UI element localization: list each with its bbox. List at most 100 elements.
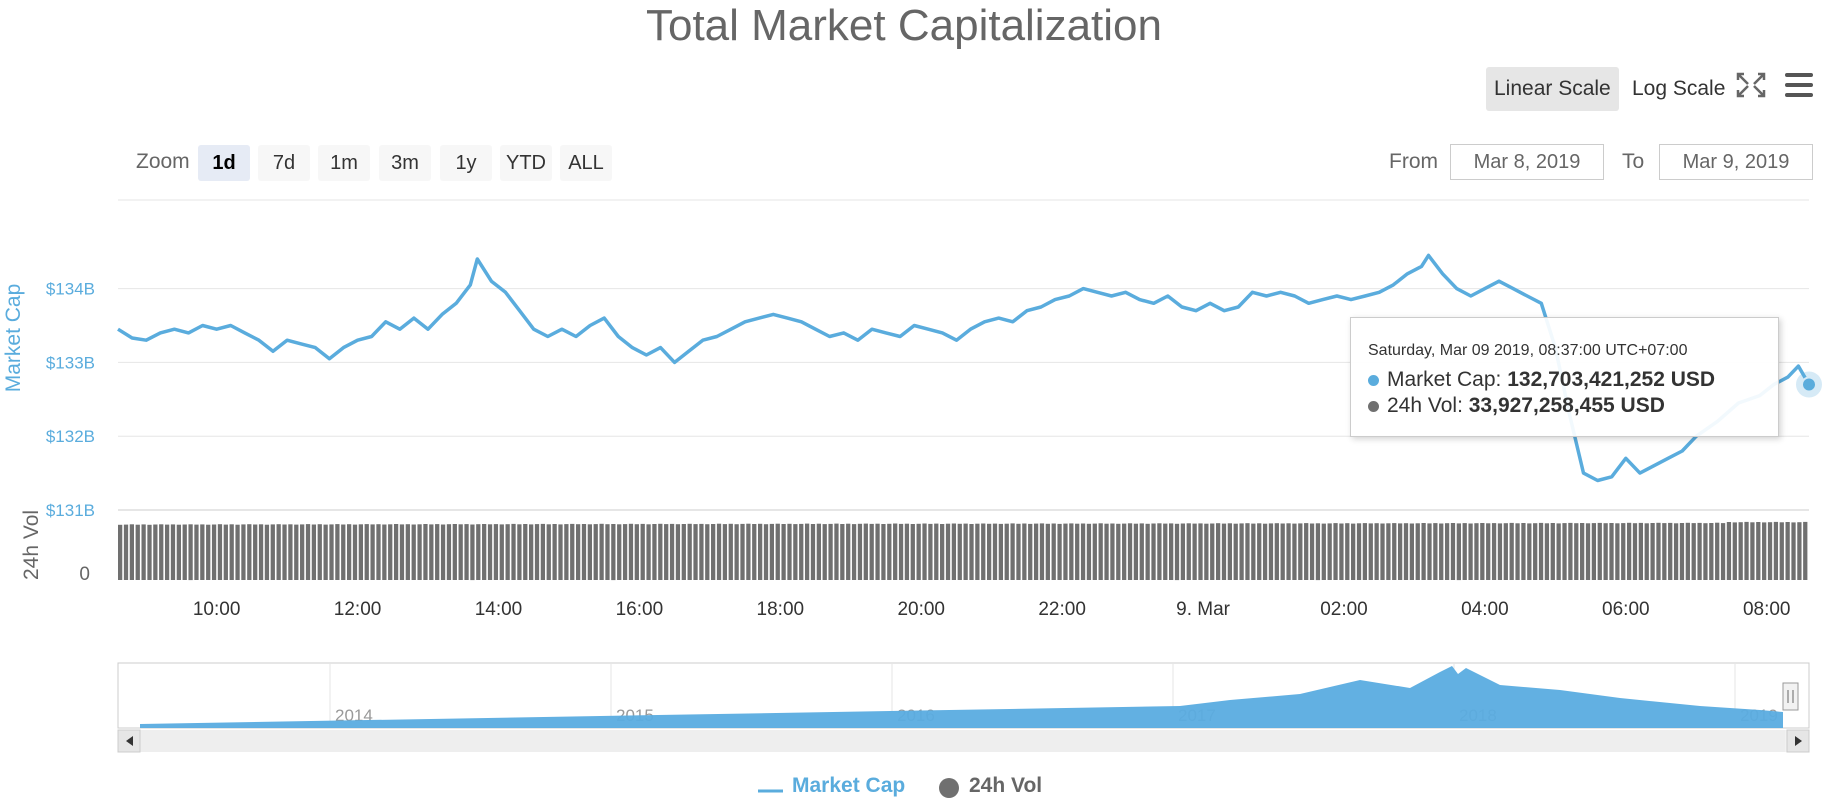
volume-bar [1227, 523, 1232, 580]
volume-bar [881, 524, 886, 580]
volume-bar [699, 523, 704, 580]
volume-bar [593, 524, 598, 580]
volume-bar [1345, 523, 1350, 580]
volume-bar [1703, 523, 1708, 580]
volume-bar [1251, 523, 1256, 580]
volume-bar [951, 523, 957, 580]
volume-bars[interactable] [118, 521, 1808, 581]
volume-bar [1626, 522, 1632, 580]
volume-bar [247, 524, 252, 580]
zoom-1m-button[interactable]: 1m [318, 145, 370, 181]
volume-bar [945, 523, 951, 580]
x-axis-ticks: 10:00 12:00 14:00 16:00 18:00 20:00 22:00 9. Ma… [193, 599, 1791, 620]
volume-bar [1268, 523, 1274, 580]
volume-bar [305, 524, 311, 580]
volume-bar [176, 524, 181, 580]
volume-bar [622, 524, 628, 580]
volume-bar [399, 524, 405, 580]
volume-bar [1351, 523, 1356, 580]
volume-bar [258, 524, 264, 580]
expand-icon[interactable] [1736, 72, 1766, 98]
volume-bar [1180, 523, 1186, 580]
x-tick-label: 16:00 [616, 599, 664, 620]
legend-market-cap[interactable]: Market Cap [792, 774, 906, 797]
volume-bar [1198, 523, 1203, 580]
volume-bar [822, 524, 827, 580]
volume-bar [358, 524, 363, 580]
volume-bar [752, 524, 757, 580]
volume-bar [1673, 523, 1679, 580]
volume-bar [1697, 522, 1702, 580]
volume-bar [1609, 523, 1614, 580]
volume-bar [1615, 523, 1620, 580]
market-cap-series-line[interactable] [117, 253, 1811, 483]
volume-bar [423, 524, 428, 580]
volume-bar [200, 524, 205, 580]
volume-bar [382, 524, 387, 580]
volume-bar [1286, 523, 1291, 580]
volume-bar [1075, 523, 1080, 580]
volume-bar [534, 524, 540, 580]
volume-bar [587, 524, 592, 580]
legend-24h-vol[interactable]: 24h Vol [969, 774, 1043, 797]
navigator-handle[interactable] [1782, 682, 1799, 711]
volume-bar [352, 524, 358, 580]
volume-bar [1362, 523, 1368, 580]
volume-bar [1374, 523, 1379, 580]
tooltip-vol-dot [1368, 400, 1379, 412]
to-date-input[interactable]: Mar 9, 2019 [1659, 144, 1813, 180]
zoom-all-button[interactable]: ALL [560, 145, 612, 181]
volume-bar [1368, 523, 1373, 580]
volume-bar [1585, 523, 1591, 580]
volume-bar [1427, 523, 1432, 580]
volume-bar [1603, 523, 1608, 580]
volume-bar [1415, 523, 1420, 580]
volume-bar [370, 524, 375, 580]
linear-scale-button[interactable]: Linear Scale [1486, 67, 1619, 111]
volume-bar [1139, 523, 1144, 580]
volume-bar [1468, 523, 1473, 580]
navigator-scrollbar-thumb[interactable] [140, 730, 1785, 752]
volume-bar [1773, 521, 1779, 580]
zoom-ytd-button[interactable]: YTD [500, 145, 552, 181]
volume-bar [411, 524, 416, 580]
volume-bar [857, 523, 863, 580]
tooltip-vol-value: 33,927,258,455 USD [1468, 394, 1665, 417]
volume-bar [1538, 522, 1544, 580]
volume-bar [1063, 523, 1068, 580]
volume-bar [440, 524, 446, 580]
volume-bar [1080, 523, 1086, 580]
volume-bar [1544, 523, 1550, 580]
volume-bar [1122, 523, 1127, 580]
log-scale-button[interactable]: Log Scale [1632, 77, 1726, 100]
volume-bar [981, 523, 986, 580]
zoom-label: Zoom [136, 150, 190, 173]
from-date-input[interactable]: Mar 8, 2019 [1450, 144, 1604, 180]
volume-bar [1474, 523, 1479, 580]
from-label: From [1389, 150, 1438, 173]
hover-marker-halo [1796, 371, 1822, 398]
volume-bar [1210, 523, 1215, 580]
hamburger-menu-icon[interactable] [1785, 73, 1813, 97]
volume-bar [628, 523, 634, 580]
volume-bar [711, 524, 716, 580]
volume-bar [1380, 523, 1385, 580]
volume-bar [1744, 521, 1749, 580]
volume-bar [217, 524, 223, 580]
volume-bar [182, 524, 187, 580]
volume-bar [1491, 523, 1497, 580]
volume-bar [493, 524, 499, 580]
volume-bar [1679, 523, 1685, 580]
volume-bar [1274, 523, 1279, 580]
volume-bar [1145, 523, 1150, 580]
volume-bar [1392, 523, 1397, 580]
volume-bar [922, 523, 927, 580]
volume-bar [940, 524, 945, 580]
zoom-7d-button[interactable]: 7d [258, 145, 310, 181]
zoom-3m-button[interactable]: 3m [379, 145, 431, 181]
zoom-1y-button[interactable]: 1y [440, 145, 492, 181]
volume-bar [669, 523, 675, 580]
zoom-1d-button[interactable]: 1d [198, 145, 250, 181]
volume-bar [1403, 523, 1409, 580]
